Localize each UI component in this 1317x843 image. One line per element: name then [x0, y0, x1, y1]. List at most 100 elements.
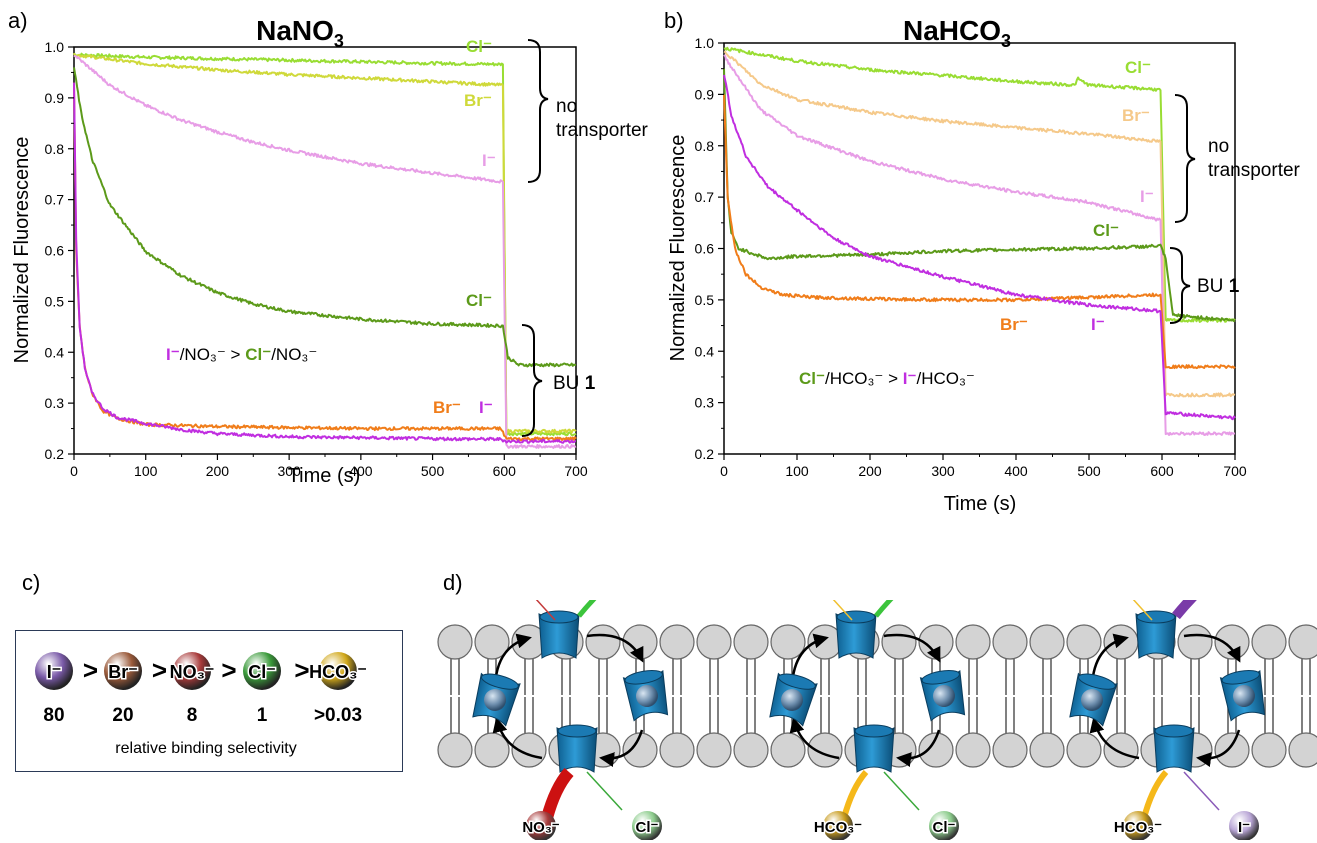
label-br-control: Br⁻ [464, 91, 492, 110]
y-tick-labels: 0.2 0.3 0.4 0.5 0.6 0.7 0.8 0.9 1.0 [695, 35, 724, 462]
ion-sphere [319, 652, 357, 690]
transport-mechanism-diagram: NO₃⁻Cl⁻NO₃⁻Cl⁻HCO₃⁻Cl⁻HCO₃⁻Cl⁻HCO₃⁻I⁻HCO… [437, 600, 1317, 840]
influx-arrow [841, 770, 869, 819]
ion-sphere: Cl⁻ [632, 811, 662, 840]
ion-sphere [104, 652, 142, 690]
y-tick-label: 0.2 [695, 446, 715, 462]
x-tick-label: 300 [277, 463, 301, 479]
bound-anion [1081, 689, 1103, 711]
ion-selectivity-value: 20 [112, 705, 133, 726]
chart-title-main: NaHCO [903, 15, 1001, 46]
ion-label: Cl⁻ [636, 819, 659, 836]
transporter-carrier [835, 610, 877, 659]
influx-arrow [577, 600, 597, 618]
efflux-arrow [535, 600, 556, 621]
ion-selectivity-value: >0.03 [314, 705, 362, 726]
ion-sphere [35, 652, 73, 690]
bound-anion [636, 685, 658, 707]
series-line-control-2 [723, 54, 1236, 436]
y-tick-label: 0.7 [45, 192, 65, 208]
lipid-head [733, 732, 769, 768]
y-tick-label: 0.6 [45, 243, 65, 259]
x-tick-label: 0 [70, 463, 78, 479]
chart-title: NaHCO3 [903, 15, 1011, 51]
selectivity-legend: I⁻ 80 > Br⁻ 20 > NO₃⁻ 8 > Cl⁻ 1 > HCO₃⁻ >0.03 relative… [15, 630, 403, 772]
plot-area [73, 46, 577, 455]
lipid-head [1103, 732, 1139, 768]
ion-badge-0: I⁻ 80 [35, 652, 73, 726]
cycle-arrow [1183, 633, 1241, 663]
series-line-bu1-3 [723, 68, 1236, 323]
x-tick-label: 100 [785, 463, 809, 479]
chart-title-sub: 3 [1001, 31, 1011, 51]
brace-no-transporter [1174, 94, 1196, 223]
influx-arrow [874, 600, 894, 618]
y-axis-label: Normalized Fluorescence [11, 137, 33, 364]
panel-label-c: c) [22, 570, 41, 595]
lipid-head [992, 624, 1028, 660]
x-axis-label: Time (s) [288, 465, 361, 487]
no-transporter-line1: no [1208, 136, 1229, 157]
ion-sphere: HCO₃⁻ [812, 811, 864, 840]
ion-selectivity-value: 80 [43, 705, 64, 726]
y-tick-label: 0.3 [695, 395, 715, 411]
brace-bu1 [521, 324, 543, 437]
y-axis-label: Normalized Fluorescence [667, 135, 689, 362]
lipid-head [474, 732, 510, 768]
label-cl-control: Cl⁻ [1125, 58, 1151, 77]
y-tick-label: 1.0 [695, 35, 715, 51]
label-cl-control: Cl⁻ [466, 37, 492, 56]
lipid-head [955, 732, 991, 768]
ion-label: NO₃⁻ [522, 819, 559, 836]
cycle-arrow [789, 717, 840, 760]
cycle-arrow [586, 633, 644, 663]
lipid-head [955, 624, 991, 660]
x-tick-label: 600 [493, 463, 517, 479]
lipid-head [696, 624, 732, 660]
x-tick-label: 0 [720, 463, 728, 479]
lipid-head [1288, 732, 1317, 768]
label-cl-bu: Cl⁻ [1093, 221, 1119, 240]
mechanism-cycle-2: HCO₃⁻Cl⁻HCO₃⁻Cl⁻ [769, 600, 966, 840]
selectivity-caption: relative binding selectivity [115, 740, 296, 757]
y-tick-label: 0.6 [695, 241, 715, 257]
selectivity-legend-graphic: I⁻80> Br⁻20> NO₃⁻8> Cl⁻1> HCO₃⁻>0.03relative… [35, 652, 368, 757]
transporter-carrier [853, 724, 895, 773]
series-line-control-1 [723, 50, 1236, 398]
ion-label: I⁻ [1238, 819, 1250, 836]
label-i-control: I⁻ [482, 151, 496, 170]
y-tick-label: 0.2 [45, 446, 65, 462]
series-line-control-1 [73, 52, 577, 434]
x-tick-label: 600 [1150, 463, 1174, 479]
label-br-control: Br⁻ [1122, 106, 1150, 125]
y-tick-label: 0.7 [695, 189, 715, 205]
series-line-control-0 [723, 46, 1236, 323]
lipid-head [1251, 624, 1287, 660]
ion-selectivity-value: 1 [257, 705, 268, 726]
y-tick-label: 0.8 [45, 141, 65, 157]
x-tick-label: 400 [349, 463, 373, 479]
ion-label: NO₃⁻ [170, 662, 215, 682]
y-tick-label: 0.9 [695, 86, 715, 102]
lipid-head [1177, 624, 1213, 660]
label-i-bu: I⁻ [1091, 315, 1105, 334]
chart-title-sub: 3 [334, 31, 344, 51]
lipid-head [1066, 732, 1102, 768]
ion-badge-3: Cl⁻ 1 [243, 652, 281, 726]
efflux-arrow [1183, 771, 1220, 811]
y-tick-label: 0.8 [695, 138, 715, 154]
chart-nahco3: NaHCO3 0 100 200 300 400 500 600 700 0.20.30.40… [667, 15, 1301, 515]
greater-than-sign: > [83, 655, 98, 685]
transporter-carrier [556, 724, 598, 773]
no-transporter-line2: transporter [1208, 160, 1301, 181]
bound-anion [484, 689, 506, 711]
y-tick-label: 0.4 [695, 343, 715, 359]
series-line-control-2 [73, 54, 577, 449]
lipid-head [1288, 624, 1317, 660]
influx-arrow [1141, 770, 1169, 819]
bu1-label: BU 1 [553, 373, 596, 394]
transporter-carrier [1153, 724, 1195, 773]
brace-no-transporter [527, 39, 549, 183]
lipid-head [918, 732, 954, 768]
chart-title-main: NaNO [256, 15, 334, 46]
